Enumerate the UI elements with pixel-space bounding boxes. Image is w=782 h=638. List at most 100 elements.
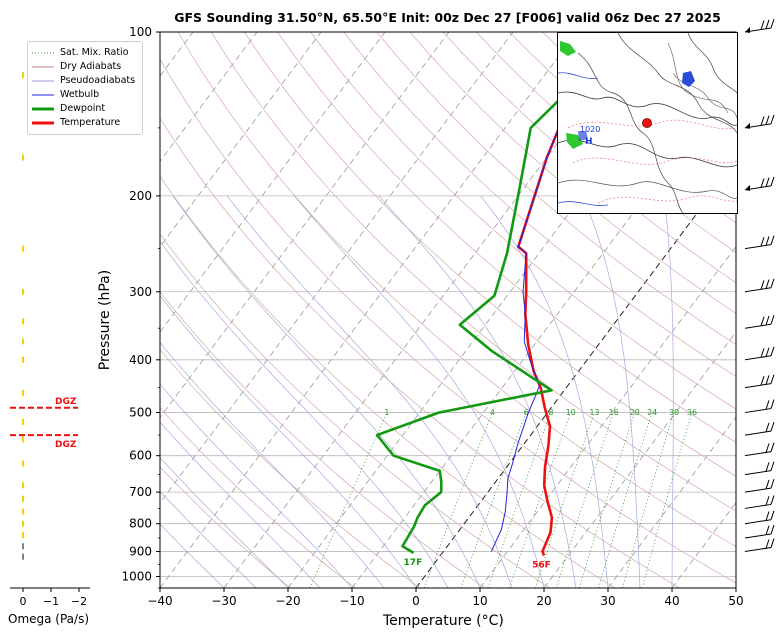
- wind-barb: [744, 176, 775, 191]
- isotherm-line: [351, 75, 736, 588]
- barb-feather: [765, 347, 770, 357]
- mixing-ratio-line: [423, 412, 493, 588]
- barb-feather: [770, 176, 775, 187]
- wind-barb: [744, 421, 775, 436]
- pseudoadiabat: [160, 383, 353, 588]
- pseudoadiabat: [160, 342, 385, 588]
- y-tick-label: 600: [129, 449, 152, 463]
- omega-tick-label: −2: [71, 595, 87, 608]
- isotherm-line: [479, 245, 736, 588]
- barb-flag: [745, 184, 750, 191]
- barb-feather: [765, 115, 770, 125]
- barb-feather: [770, 399, 775, 409]
- mixing-ratio-line: [641, 412, 693, 588]
- barb-feather: [770, 538, 775, 548]
- dry-adiabat: [277, 32, 736, 443]
- barb-feather: [770, 524, 775, 535]
- x-axis-title: Temperature (°C): [383, 613, 504, 629]
- isotherm-line: [287, 32, 706, 588]
- mixing-ratio-lines: 1 4 6 8 10 13 16 20 24 30 36: [309, 408, 697, 588]
- isotherm-line: [543, 331, 736, 588]
- dry-adiabat: [160, 175, 615, 588]
- pseudoadiabat: [160, 295, 417, 588]
- barb-feather: [765, 177, 770, 187]
- barb-feather: [765, 479, 770, 490]
- barb-feather: [760, 116, 765, 126]
- barb-feather: [770, 442, 775, 452]
- dry-adiabat: [160, 233, 551, 588]
- barb-feather: [765, 525, 770, 535]
- pseudoadiabat: [160, 240, 449, 588]
- dry-adiabat: [310, 32, 736, 410]
- x-tick-label: 10: [472, 594, 487, 608]
- x-tick-label: −40: [147, 594, 172, 608]
- wind-barbs: [744, 18, 775, 553]
- wind-barb: [744, 399, 775, 414]
- mixing-ratio-line: [460, 412, 527, 588]
- barb-staff: [744, 323, 772, 329]
- dry-adiabat: [160, 466, 291, 588]
- barb-feather: [770, 495, 775, 505]
- omega-panel: 0 −1 −2 DGZ DGZ: [10, 72, 90, 608]
- omega-tick-label: −1: [43, 595, 59, 608]
- barb-feather: [765, 315, 770, 326]
- barb-staff: [744, 287, 772, 293]
- wind-barb: [744, 524, 775, 539]
- dry-adiabat: [160, 117, 680, 588]
- mixing-ratio-line: [556, 412, 614, 588]
- barb-flag: [745, 122, 750, 129]
- isotherm-line: [415, 160, 736, 588]
- barb-feather: [770, 18, 775, 29]
- background-grid: [0, 32, 736, 588]
- pseudoadiabat: [663, 195, 674, 588]
- mixing-ratio-label: 4: [490, 408, 495, 417]
- dry-adiabat: [160, 407, 356, 588]
- pseudoadiabat: [160, 421, 321, 588]
- inset-map-drawing: 1020 H: [558, 33, 737, 213]
- isotherm-line: [223, 32, 642, 588]
- profile-series: 56F 17F: [375, 32, 630, 570]
- barb-staff: [744, 430, 772, 436]
- barb-feather: [765, 19, 770, 29]
- wind-barb: [744, 18, 775, 33]
- barb-flag: [745, 27, 750, 33]
- barb-feather: [765, 539, 770, 549]
- mixing-ratio-line: [309, 412, 388, 588]
- isotherm-line: [0, 32, 1, 588]
- barb-feather: [765, 375, 770, 385]
- barb-feather: [760, 237, 765, 247]
- dry-adiabat: [160, 349, 421, 588]
- surface-dewpoint-label: 17F: [404, 558, 423, 568]
- mixing-ratio-label: 6: [524, 408, 529, 417]
- dgz-label: DGZ: [55, 440, 77, 450]
- barb-feather: [770, 510, 775, 520]
- y-tick-label: 300: [129, 285, 152, 299]
- mixing-ratio-label: 20: [630, 408, 640, 417]
- wind-barb: [744, 495, 775, 509]
- chart-title: GFS Sounding 31.50°N, 65.50°E Init: 00z …: [174, 10, 721, 25]
- mixing-ratio-label: 10: [566, 408, 576, 417]
- legend-label: Dewpoint: [60, 103, 106, 114]
- barb-feather: [770, 461, 775, 471]
- wind-barb: [744, 315, 775, 329]
- barb-feather: [765, 422, 770, 433]
- barb-feather: [770, 278, 775, 288]
- barb-feather: [770, 478, 775, 489]
- wind-barb: [744, 235, 775, 250]
- wind-barb: [744, 478, 775, 493]
- y-tick-label: 200: [129, 189, 152, 203]
- barb-feather: [765, 511, 770, 521]
- dry-adiabat: [442, 32, 736, 284]
- wind-barb: [744, 374, 775, 389]
- mixing-ratio-label: 30: [669, 408, 679, 417]
- x-tick-label: −30: [211, 594, 236, 608]
- mixing-ratio-label: 24: [647, 408, 657, 417]
- inset-high-label: H: [585, 137, 593, 147]
- isotherm-line: [735, 587, 736, 588]
- y-tick-label: 500: [129, 406, 152, 420]
- omega-tick-label: 0: [20, 595, 27, 608]
- pseudoadiabat: [480, 195, 609, 588]
- barb-feather: [765, 279, 770, 289]
- pseudoadiabat: [294, 195, 545, 588]
